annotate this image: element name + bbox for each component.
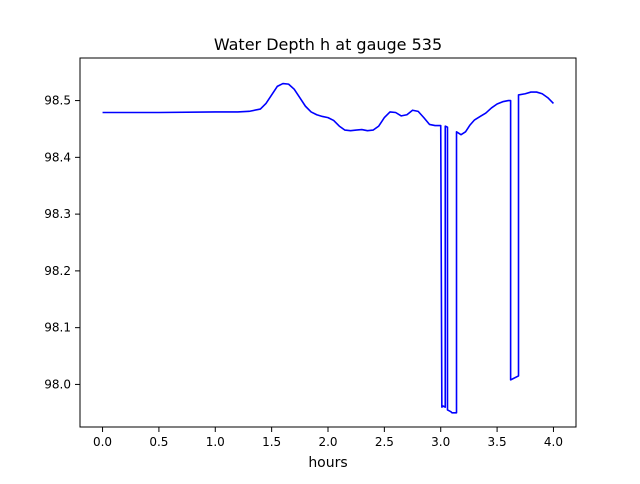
x-tick-label: 3.5: [488, 435, 507, 449]
x-tick-label: 0.0: [93, 435, 112, 449]
y-tick-label: 98.2: [44, 264, 71, 278]
y-tick-layer: 98.0 98.1 98.2 98.3 98.4 98.5: [44, 94, 80, 391]
x-tick-label: 1.0: [206, 435, 225, 449]
y-tick-label: 98.4: [44, 150, 71, 164]
series-line-0: [102, 82, 555, 414]
x-tick-label: 0.5: [149, 435, 168, 449]
y-tick-label: 98.3: [44, 207, 71, 221]
x-tick-label: 4.0: [544, 435, 563, 449]
x-tick-label: 3.0: [431, 435, 450, 449]
x-tick-label: 2.0: [318, 435, 337, 449]
series-layer: [102, 82, 555, 414]
y-tick-label: 98.5: [44, 94, 71, 108]
chart-title: Water Depth h at gauge 535: [214, 35, 442, 54]
x-axis-label: hours: [308, 455, 347, 471]
x-tick-label: 1.5: [262, 435, 281, 449]
x-tick-label: 2.5: [375, 435, 394, 449]
x-tick-layer: 0.0 0.5 1.0 1.5 2.0 2.5 3.0 3.5 4.0: [93, 427, 563, 449]
y-tick-label: 98.1: [44, 321, 71, 335]
y-tick-label: 98.0: [44, 377, 71, 391]
